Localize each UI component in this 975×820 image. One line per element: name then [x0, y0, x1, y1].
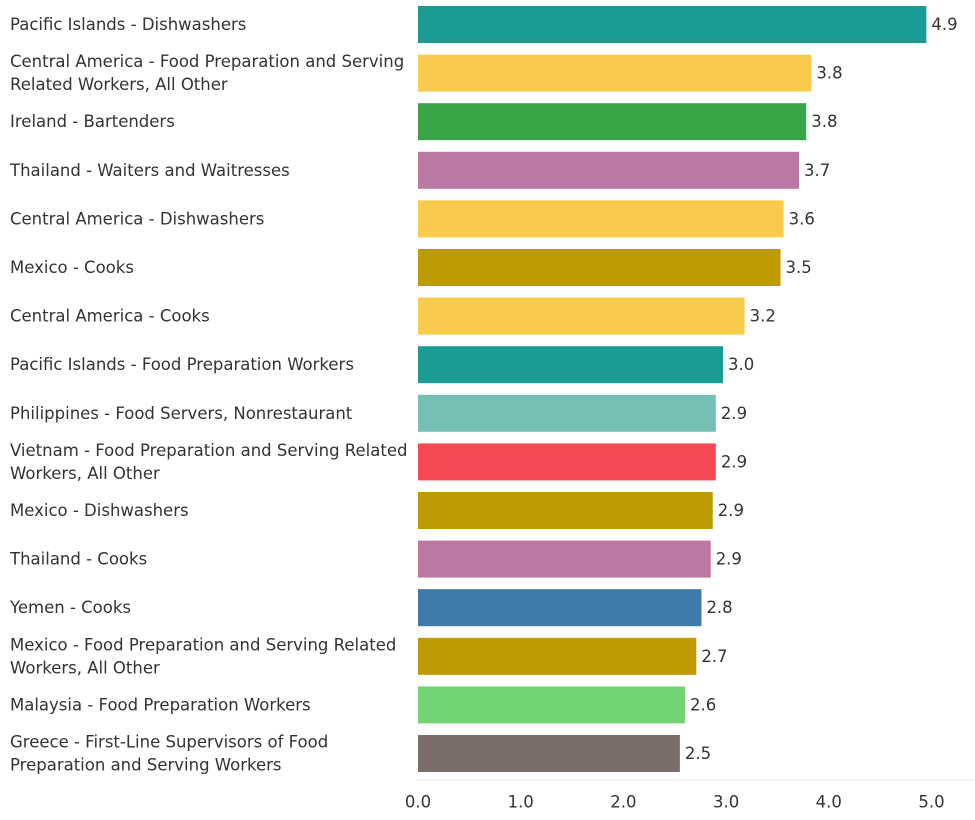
bar — [418, 249, 781, 286]
category-label: Vietnam - Food Preparation and Serving R… — [10, 441, 407, 483]
category-label: Central America - Dishwashers — [10, 209, 264, 228]
category-label: Mexico - Cooks — [10, 258, 134, 277]
bar-value-label: 3.8 — [816, 64, 842, 83]
bar — [418, 492, 713, 529]
x-axis-ticks: 0.0 1.0 2.0 3.0 4.0 5.0 — [405, 793, 945, 812]
bar — [418, 686, 686, 724]
bar — [418, 151, 800, 189]
bar-value-label: 3.8 — [811, 112, 837, 131]
bar — [418, 297, 745, 335]
x-tick-label: 0.0 — [405, 793, 431, 812]
category-label: Yemen - Cooks — [9, 598, 131, 617]
x-tick-label: 5.0 — [918, 793, 944, 812]
bar-value-label: 2.6 — [690, 695, 716, 714]
category-label: Malaysia - Food Preparation Workers — [10, 695, 311, 714]
category-labels: Pacific Islands - Dishwashers Central Ame… — [9, 15, 407, 775]
bar — [418, 346, 724, 384]
bar-value-label: 2.9 — [716, 550, 742, 569]
bar — [418, 735, 680, 772]
category-label: Mexico - Food Preparation and Serving Re… — [10, 635, 396, 677]
bar-value-label: 3.0 — [728, 355, 754, 374]
category-label: Greece - First-Line Supervisors of Food P… — [10, 733, 328, 775]
bar-value-label: 2.5 — [685, 744, 711, 763]
bar — [418, 443, 716, 481]
bar — [418, 200, 784, 238]
bar-value-label: 3.6 — [789, 209, 815, 228]
bar — [418, 540, 711, 578]
category-label: Ireland - Bartenders — [10, 112, 175, 131]
category-label: Central America - Food Preparation and S… — [10, 52, 404, 94]
bar-value-label: 2.9 — [721, 452, 747, 471]
x-tick-label: 3.0 — [713, 793, 739, 812]
bar-value-label: 2.7 — [701, 647, 727, 666]
category-label: Thailand - Waiters and Waitresses — [9, 161, 290, 180]
bar-value-label: 3.2 — [750, 307, 776, 326]
x-tick-label: 1.0 — [508, 793, 534, 812]
bar-value-label: 3.5 — [786, 258, 812, 277]
x-tick-label: 4.0 — [816, 793, 842, 812]
category-label: Pacific Islands - Dishwashers — [10, 15, 246, 34]
bar — [418, 54, 812, 92]
bar — [418, 103, 807, 141]
bar-value-label: 2.9 — [721, 404, 747, 423]
bar-value-label: 2.8 — [706, 598, 732, 617]
bar — [418, 637, 697, 675]
bar-value-label: 2.9 — [718, 501, 744, 520]
bar — [418, 394, 716, 432]
category-label: Philippines - Food Servers, Nonrestauran… — [10, 404, 353, 423]
value-labels: 4.9 3.8 3.8 3.7 3.6 3.5 3.2 3.0 2.9 2.9 2.9 2.9 2.8 2… — [685, 15, 958, 763]
bar-value-label: 3.7 — [804, 161, 830, 180]
bar — [418, 6, 927, 43]
category-label: Thailand - Cooks — [9, 550, 147, 569]
bars — [418, 6, 927, 772]
x-tick-label: 2.0 — [610, 793, 636, 812]
category-label: Pacific Islands - Food Preparation Worke… — [10, 355, 354, 374]
category-label: Mexico - Dishwashers — [10, 501, 189, 520]
bar-value-label: 4.9 — [931, 15, 957, 34]
bar — [418, 589, 702, 627]
category-label: Central America - Cooks — [10, 307, 210, 326]
